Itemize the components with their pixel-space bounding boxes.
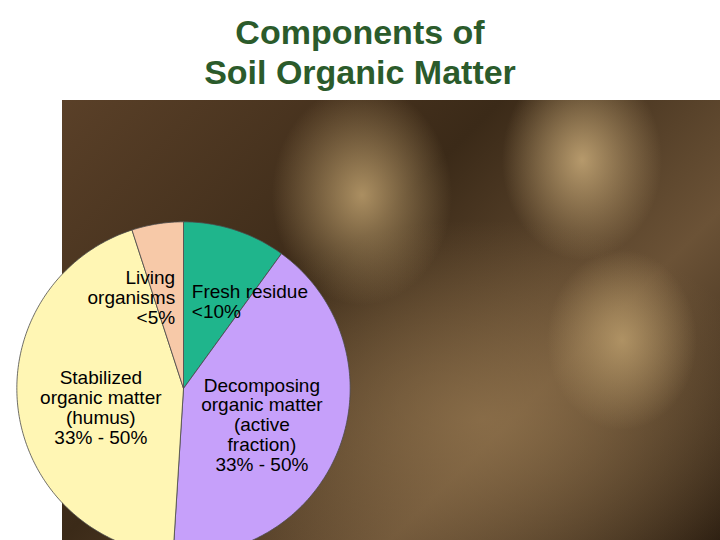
html-text:Components of Soil Organic Mat: Components of Soil Organic Matter xyxy=(204,13,516,91)
svg-text:Livingorganisms<5%: Livingorganisms<5% xyxy=(88,267,176,328)
svg-text:Fresh residue<10%: Fresh residue<10% xyxy=(192,281,308,322)
svg-text:Stabilizedorganic matter(humus: Stabilizedorganic matter(humus)33% - 50% xyxy=(40,367,162,448)
svg-text:Decomposingorganic matter(acti: Decomposingorganic matter(activefraction… xyxy=(201,375,323,476)
